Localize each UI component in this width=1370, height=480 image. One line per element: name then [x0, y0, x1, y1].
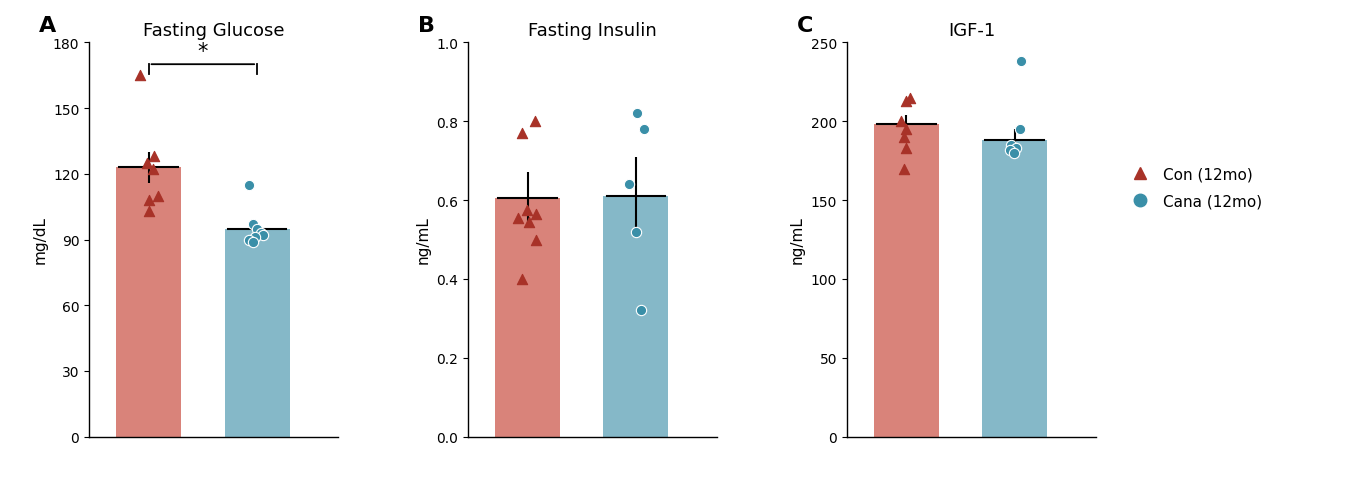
Point — [1003, 150, 1025, 157]
Point — [507, 215, 529, 222]
Point — [889, 118, 911, 126]
Point — [895, 97, 917, 105]
Point — [142, 166, 164, 174]
Point — [518, 218, 540, 226]
Bar — [495, 199, 560, 437]
Bar — [225, 229, 289, 437]
Point — [129, 72, 151, 80]
Text: A: A — [40, 16, 56, 36]
Point — [630, 307, 652, 315]
Point — [238, 181, 260, 189]
Point — [244, 234, 266, 241]
Point — [241, 221, 263, 228]
Point — [1010, 58, 1032, 66]
Point — [138, 197, 160, 204]
Title: Fasting Insulin: Fasting Insulin — [529, 22, 656, 40]
Point — [142, 153, 164, 161]
Point — [893, 165, 915, 173]
Point — [525, 118, 547, 126]
Point — [147, 192, 169, 200]
Text: B: B — [418, 16, 436, 36]
Point — [625, 228, 647, 236]
Point — [999, 146, 1021, 154]
Point — [237, 236, 259, 244]
Point — [137, 160, 159, 168]
Y-axis label: ng/mL: ng/mL — [415, 216, 430, 264]
Point — [895, 145, 917, 153]
Point — [247, 225, 269, 233]
Point — [618, 181, 640, 189]
Point — [511, 276, 533, 283]
Point — [511, 130, 533, 138]
Title: IGF-1: IGF-1 — [948, 22, 995, 40]
Text: C: C — [797, 16, 814, 36]
Point — [242, 239, 264, 246]
Point — [1008, 126, 1030, 133]
Point — [899, 95, 921, 102]
Point — [138, 208, 160, 216]
Bar — [116, 168, 181, 437]
Point — [893, 134, 915, 142]
Y-axis label: ng/mL: ng/mL — [790, 216, 806, 264]
Legend: Con (12mo), Cana (12mo): Con (12mo), Cana (12mo) — [1118, 161, 1269, 216]
Bar — [603, 197, 669, 437]
Point — [1006, 145, 1028, 153]
Bar — [982, 141, 1047, 437]
Y-axis label: mg/dL: mg/dL — [33, 216, 48, 264]
Point — [633, 126, 655, 133]
Point — [525, 211, 547, 218]
Point — [525, 236, 547, 244]
Title: Fasting Glucose: Fasting Glucose — [142, 22, 285, 40]
Bar — [874, 125, 938, 437]
Point — [626, 110, 648, 118]
Point — [1000, 142, 1022, 149]
Point — [515, 207, 537, 215]
Text: *: * — [197, 42, 208, 62]
Point — [895, 126, 917, 133]
Point — [252, 232, 274, 240]
Point — [249, 229, 271, 237]
